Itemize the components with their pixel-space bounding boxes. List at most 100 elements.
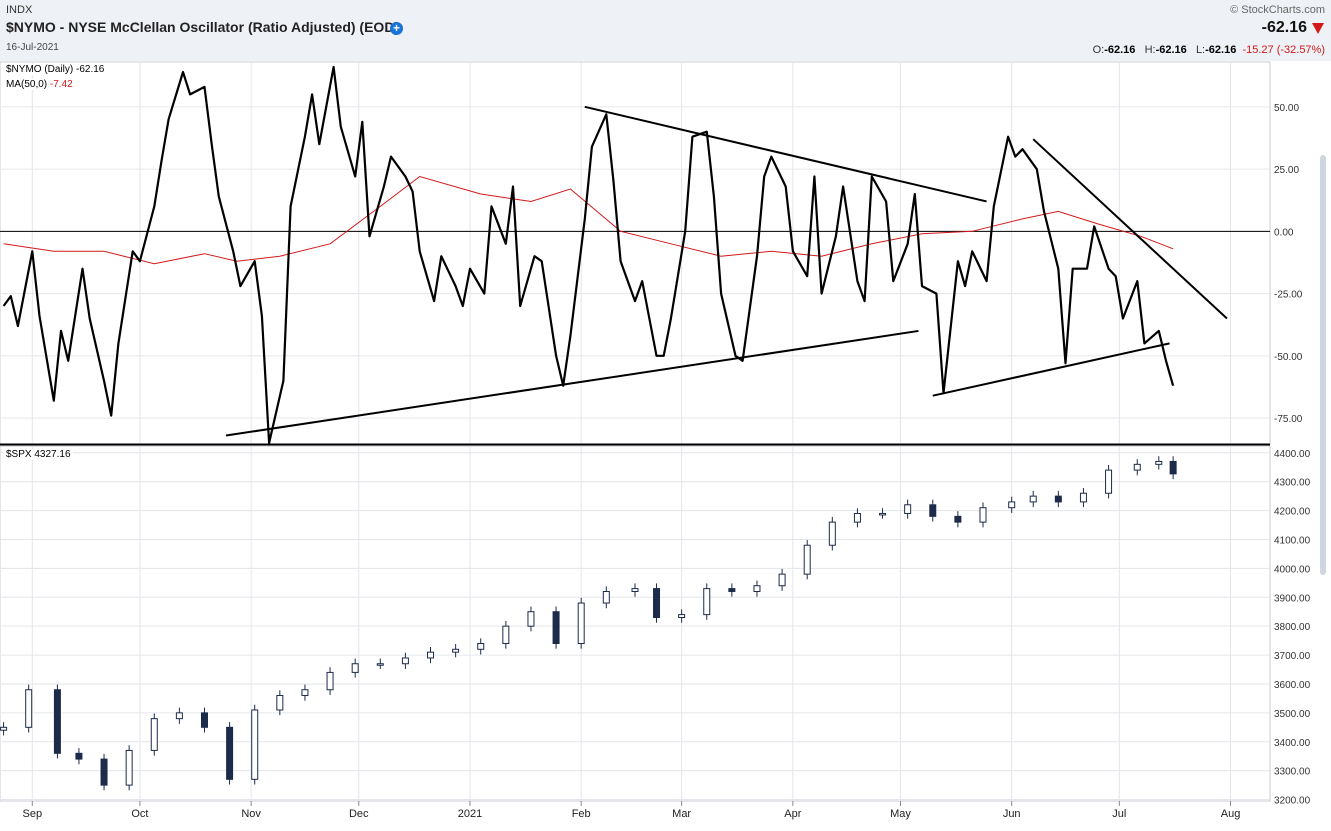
candle-body xyxy=(527,611,535,627)
ma-legend-value: -7.42 xyxy=(49,79,73,90)
down-arrow-icon xyxy=(1312,23,1324,34)
nymo-legend: $NYMO (Daily) -62.16 xyxy=(4,64,107,75)
y-tick-label-bottom: 3800.00 xyxy=(1274,622,1311,633)
x-tick-label: Oct xyxy=(131,808,148,820)
ohlc-readout: O:-62.16 H:-62.16 L:-62.16 -15.27 (-32.5… xyxy=(1093,44,1325,56)
y-tick-label-top: -75.00 xyxy=(1274,414,1303,425)
nymo-panel xyxy=(0,61,1271,445)
spx-legend: $SPX 4327.16 xyxy=(4,449,73,460)
candle-body xyxy=(53,689,61,754)
candle-body xyxy=(200,712,208,728)
candle-body xyxy=(401,657,409,665)
y-tick-label-bottom: 3600.00 xyxy=(1274,680,1311,691)
candle-body xyxy=(427,651,435,659)
candle-body xyxy=(728,588,736,592)
trendline xyxy=(932,342,1170,397)
candle-body xyxy=(1054,495,1062,503)
candle-body xyxy=(1029,495,1037,503)
chart-title: $NYMO - NYSE McClellan Oscillator (Ratio… xyxy=(6,19,400,35)
scrollbar[interactable] xyxy=(1320,155,1326,575)
candle-body xyxy=(577,602,585,645)
chart-date: 16-Jul-2021 xyxy=(6,42,59,53)
add-indicator-icon[interactable]: + xyxy=(390,22,403,35)
candle-body xyxy=(351,663,359,673)
spx-legend-value: 4327.16 xyxy=(34,449,71,460)
trendline xyxy=(225,329,919,437)
y-tick-label-bottom: 3700.00 xyxy=(1274,651,1311,662)
y-tick-label-bottom: 3400.00 xyxy=(1274,738,1311,749)
x-tick-label: Sep xyxy=(22,808,42,820)
x-tick-label: Jun xyxy=(1003,808,1021,820)
low-value: -62.16 xyxy=(1205,44,1237,56)
x-tick-label: 2021 xyxy=(458,808,482,820)
candle-body xyxy=(326,671,334,691)
candle-body xyxy=(778,573,786,587)
candle-body xyxy=(125,749,133,786)
nymo-legend-value: -62.16 xyxy=(76,64,105,75)
candle-body xyxy=(552,611,560,645)
x-tick-label: Apr xyxy=(784,808,801,820)
candle-body xyxy=(301,689,309,697)
candle-body xyxy=(100,758,108,786)
change-value: -15.27 (-32.57%) xyxy=(1242,44,1325,56)
x-tick-label: Jul xyxy=(1112,808,1126,820)
x-tick-label: Nov xyxy=(241,808,261,820)
candle-body xyxy=(502,625,510,645)
candle-body xyxy=(1133,463,1141,471)
open-label: O: xyxy=(1092,44,1105,56)
high-label: H: xyxy=(1144,44,1156,56)
trendline xyxy=(1032,138,1228,320)
candle-body xyxy=(631,588,639,592)
credit-label: © StockCharts.com xyxy=(1230,4,1325,16)
ma-legend-label: MA(50,0) xyxy=(6,79,48,90)
candle-body xyxy=(25,689,33,728)
nymo-line xyxy=(2,65,1175,445)
candle-body xyxy=(828,521,836,546)
spx-legend-label: $SPX xyxy=(6,449,32,460)
y-tick-label-top: 25.00 xyxy=(1274,165,1299,176)
low-label: L: xyxy=(1195,44,1206,56)
y-tick-label-bottom: 4000.00 xyxy=(1274,564,1311,575)
y-tick-label-bottom: 4100.00 xyxy=(1274,535,1311,546)
ma-line xyxy=(3,175,1174,265)
y-tick-label-bottom: 4300.00 xyxy=(1274,478,1311,489)
ma-legend: MA(50,0) -7.42 xyxy=(4,79,75,90)
trendline xyxy=(584,105,987,203)
y-tick-label-bottom: 4200.00 xyxy=(1274,507,1311,518)
candle-body xyxy=(678,614,686,618)
y-tick-label-top: 0.00 xyxy=(1274,227,1294,238)
candle-body xyxy=(75,752,83,760)
y-tick-label-bottom: 3300.00 xyxy=(1274,767,1311,778)
candle-body xyxy=(853,512,861,523)
candle-body xyxy=(1105,469,1113,494)
candle-body xyxy=(703,588,711,616)
candle-body xyxy=(376,663,384,666)
high-value: -62.16 xyxy=(1155,44,1187,56)
exchange-label: INDX xyxy=(6,4,33,16)
candle-body xyxy=(452,648,460,653)
last-price: -62.16 xyxy=(1261,19,1307,36)
candle-body xyxy=(803,544,811,575)
candle-body xyxy=(1079,492,1087,503)
candle-body xyxy=(251,709,259,780)
x-tick-label: May xyxy=(890,808,911,820)
candle-body xyxy=(175,712,183,720)
chart-header: INDX $NYMO - NYSE McClellan Oscillator (… xyxy=(0,0,1331,61)
x-tick-label: Feb xyxy=(572,808,591,820)
candle-body xyxy=(477,643,485,650)
candle-body xyxy=(1155,460,1163,465)
candle-body xyxy=(979,507,987,523)
candle-body xyxy=(602,590,610,604)
spx-panel xyxy=(0,445,1271,802)
candle-body xyxy=(1169,460,1177,475)
open-value: -62.16 xyxy=(1104,44,1136,56)
candle-body xyxy=(226,726,234,780)
candle-body xyxy=(753,585,761,592)
candle-body xyxy=(1008,501,1016,509)
candle-body xyxy=(929,504,937,517)
candle-body xyxy=(904,504,912,514)
x-tick-label: Mar xyxy=(672,808,691,820)
candle-body xyxy=(954,515,962,523)
